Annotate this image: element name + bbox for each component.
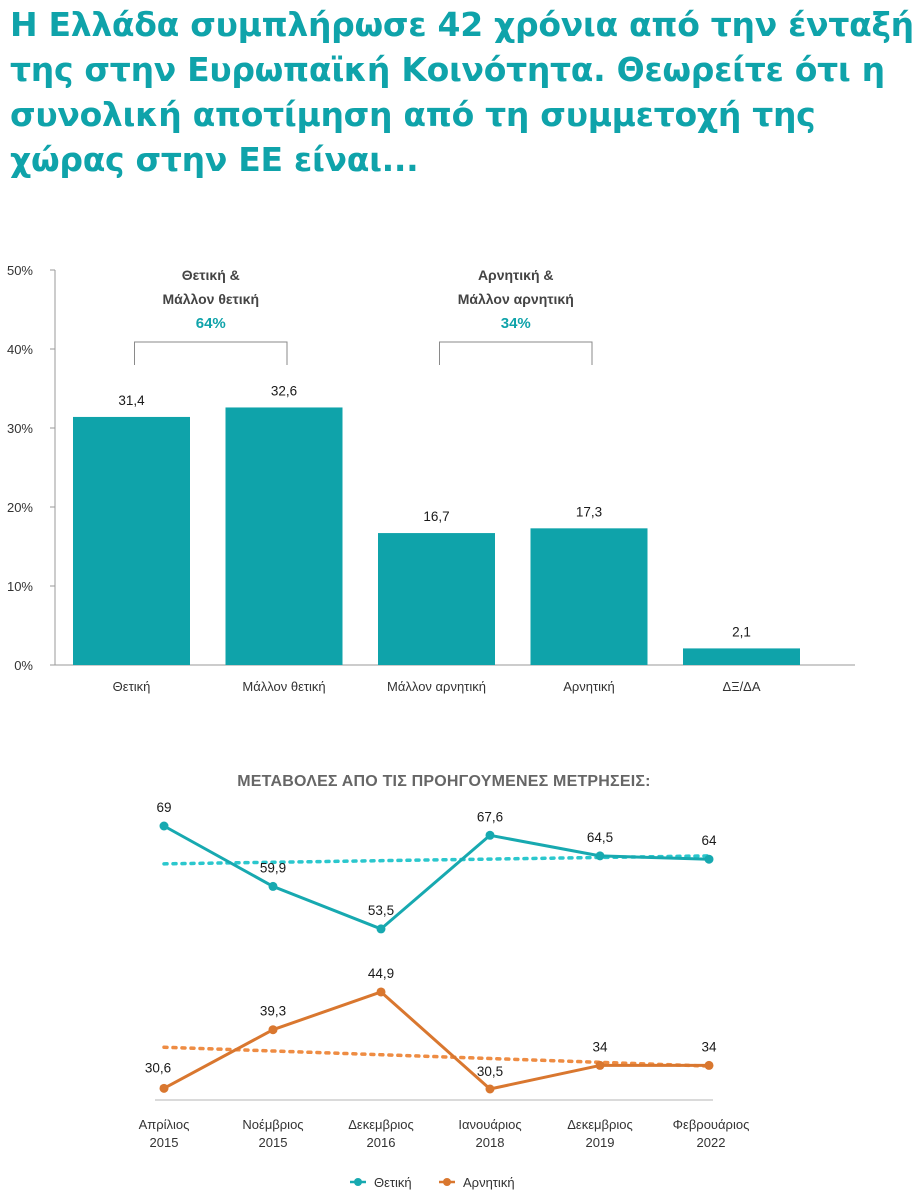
positive-data-label: 64 [701,833,717,848]
legend-marker [354,1178,362,1186]
line-chart-title: ΜΕΤΑΒΟΛΕΣ ΑΠΟ ΤΙΣ ΠΡΟΗΓΟΥΜΕΝΕΣ ΜΕΤΡΗΣΕΙΣ… [237,773,650,790]
positive-data-point [268,881,278,891]
legend-marker [443,1178,451,1186]
negative-trend-line [162,1045,711,1068]
y-tick-label: 30% [7,421,33,436]
bar-chart: 0% 10% 20% 30% 40% 50% 31,4 Θετική 32,6 Μάλλον θε… [7,263,855,694]
negative-data-point [485,1084,495,1094]
negative-data-point [376,987,386,997]
x-category-label: Μάλλον θετική [242,679,325,694]
negative-data-point [704,1060,714,1070]
positive-data-label: 64,5 [587,830,613,845]
positive-data-point [376,924,386,934]
negative-data-label: 34 [592,1039,608,1054]
bar-value-label: 2,1 [732,624,751,639]
bar-value-label: 31,4 [118,393,145,408]
negative-data-label: 30,5 [477,1064,503,1079]
y-tick-label: 10% [7,579,33,594]
positive-data-point [485,830,495,840]
negative-data-point [595,1060,605,1070]
x-category-label: ΔΞ/ΔΑ [722,679,760,694]
legend-label: Αρνητική [463,1175,515,1190]
x-period-year: 2019 [586,1135,615,1150]
x-period-month: Φεβρουάριος [673,1117,750,1132]
positive-data-label: 67,6 [477,809,503,824]
y-tick-label: 0% [14,658,33,673]
legend-label: Θετική [374,1175,412,1190]
negative-data-label: 44,9 [368,966,394,981]
negative-data-point [268,1025,278,1035]
bar [530,528,648,665]
positive-data-point [595,851,605,861]
group-percentage: 34% [501,315,531,332]
group-label: Αρνητική & [478,267,554,283]
x-period-year: 2018 [476,1135,505,1150]
negative-data-label: 39,3 [260,1004,286,1019]
page-title: Η Ελλάδα συμπλήρωσε 42 χρόνια από την έν… [10,5,914,179]
y-tick-label: 50% [7,263,33,278]
negative-data-label: 30,6 [145,1060,171,1075]
negative-data-label: 34 [701,1039,717,1054]
group-percentage: 64% [196,315,226,332]
positive-data-label: 53,5 [368,903,394,918]
positive-data-label: 69 [156,800,171,815]
x-category-label: Θετική [113,679,151,694]
negative-data-point [159,1083,169,1093]
positive-data-label: 59,9 [260,860,286,875]
x-period-year: 2016 [367,1135,396,1150]
group-bracket [439,341,593,365]
x-category-label: Αρνητική [563,679,615,694]
y-tick-label: 20% [7,500,33,515]
x-period-month: Απρίλιος [139,1117,190,1132]
x-period-month: Ιανουάριος [458,1117,521,1132]
x-period-month: Δεκεμβριος [348,1117,414,1132]
bar-value-label: 16,7 [423,509,449,524]
bar [683,648,800,665]
group-label: Θετική & [182,267,240,283]
x-period-year: 2015 [150,1135,179,1150]
positive-data-point [159,821,169,831]
x-period-year: 2015 [259,1135,288,1150]
bar [378,533,495,665]
x-period-month: Νοέμβριος [242,1117,303,1132]
bar [73,416,190,665]
bar-value-label: 32,6 [271,383,297,398]
negative-series-line [163,990,709,1091]
x-period-year: 2022 [697,1135,726,1150]
x-category-label: Μάλλον αρνητική [387,679,486,694]
group-label: Μάλλον θετική [162,291,259,307]
group-bracket [134,341,288,365]
bar [225,407,343,665]
x-period-month: Δεκεμβριος [567,1117,633,1132]
group-label: Μάλλον αρνητική [458,291,574,307]
bar-value-label: 17,3 [576,504,602,519]
positive-series-line [163,824,710,931]
positive-data-point [704,854,714,864]
y-tick-label: 40% [7,342,33,357]
